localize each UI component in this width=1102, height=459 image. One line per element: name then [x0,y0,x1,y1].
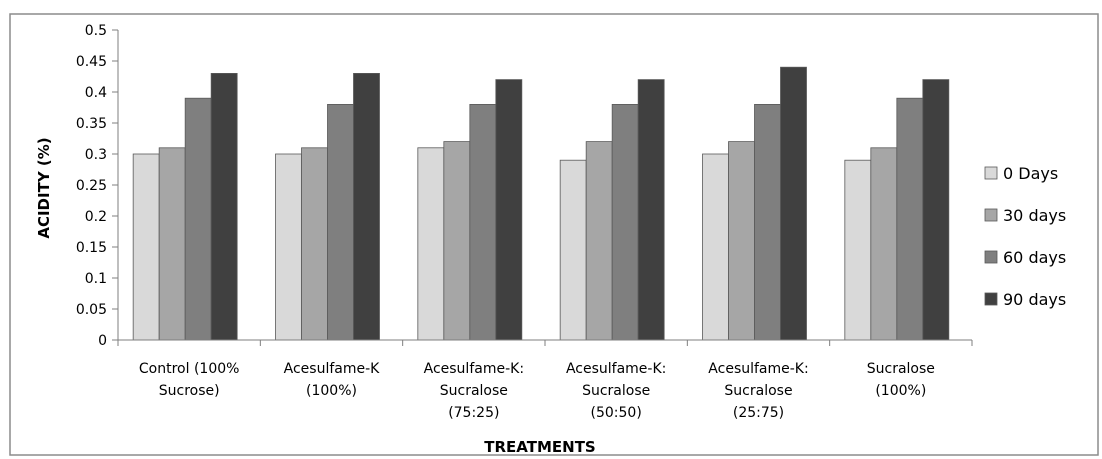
x-tick-label: Acesulfame-K: [566,361,666,377]
y-tick-label: 0 [98,333,107,349]
y-tick-label: 0.5 [85,23,107,39]
bar [922,79,950,341]
bar [870,147,898,341]
legend-swatch [984,292,998,306]
bar [702,153,729,341]
legend-label: 0 Days [1003,164,1058,183]
bar [132,153,160,341]
bar [417,147,445,341]
y-tick-label: 0.35 [76,116,107,132]
x-tick-label: (75:25) [448,405,499,421]
bar [559,159,587,341]
x-tick-label: (100%) [875,383,926,399]
legend-swatch [984,250,998,264]
legend-swatch [984,208,998,222]
x-tick-label: (100%) [306,383,357,399]
bar [353,73,380,341]
bar [275,153,302,341]
x-tick-label: Control (100% [139,361,240,377]
x-tick-label: Acesulfame-K: [708,361,808,377]
x-axis-title: TREATMENTS [484,438,595,456]
bar [184,97,212,341]
legend-swatch [984,166,998,180]
x-tick-label: Sucrose) [159,383,220,399]
y-tick-label: 0.2 [85,209,107,225]
bar [469,104,497,341]
y-tick-label: 0.1 [85,271,107,287]
y-tick-label: 0.45 [76,54,107,70]
legend-label: 60 days [1003,248,1066,267]
bar [637,79,665,341]
bar [780,66,807,341]
bar [443,141,471,341]
bar [495,79,523,341]
y-axis-ticks: 0 0.05 0.1 0.15 0.2 0.25 0.3 0.35 0.4 0.45 0.5 [76,23,118,349]
x-tick-label: (50:50) [591,405,642,421]
x-tick-label: Acesulfame-K: [424,361,524,377]
bars-group [132,66,950,341]
bar [728,141,755,341]
x-tick-label: (25:75) [733,405,784,421]
bar [210,73,238,341]
y-tick-label: 0.05 [76,302,107,318]
x-tick-label: Sucralose [440,383,508,399]
legend-label: 90 days [1003,290,1066,309]
legend-label: 30 days [1003,206,1066,225]
bar [754,104,781,341]
y-tick-label: 0.4 [85,85,107,101]
bar [327,104,354,341]
bar [585,141,613,341]
bar [301,147,328,341]
y-tick-label: 0.25 [76,178,107,194]
x-tick-label: Sucralose [724,383,792,399]
x-tick-label: Acesulfame-K [284,361,381,377]
bar [158,147,186,341]
x-axis-labels: Control (100% Sucrose) Acesulfame-K (100%) A… [117,340,973,421]
bar [844,159,872,341]
bar [896,97,924,341]
x-tick-label: Sucralose [582,383,650,399]
x-tick-label: Sucralose [867,361,935,377]
y-tick-label: 0.15 [76,240,107,256]
legend: 0 Days 30 days 60 days 90 days [984,164,1066,309]
y-axis-title: ACIDITY (%) [35,137,53,238]
bar [611,104,639,341]
y-tick-label: 0.3 [85,147,107,163]
